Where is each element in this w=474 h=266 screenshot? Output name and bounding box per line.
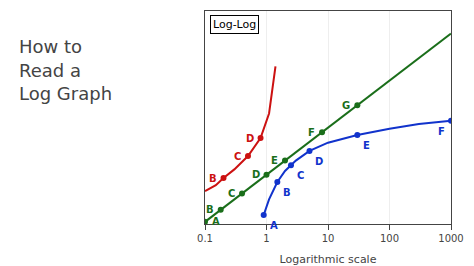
- svg-text:E: E: [271, 155, 278, 166]
- svg-text:C: C: [228, 188, 235, 199]
- svg-text:0.1: 0.1: [197, 233, 213, 244]
- svg-text:Logarithmic scale: Logarithmic scale: [280, 253, 377, 266]
- svg-text:G: G: [342, 100, 350, 111]
- svg-text:B: B: [209, 173, 217, 184]
- svg-text:10: 10: [322, 233, 335, 244]
- svg-text:C: C: [297, 170, 304, 181]
- svg-text:1000: 1000: [438, 233, 463, 244]
- svg-text:A: A: [212, 216, 220, 227]
- svg-text:1: 1: [263, 233, 269, 244]
- svg-text:Log-Log: Log-Log: [213, 18, 256, 31]
- svg-text:C: C: [234, 151, 241, 162]
- svg-text:100: 100: [380, 233, 399, 244]
- svg-text:D: D: [246, 133, 254, 144]
- svg-text:How toRead aLog Graph: How toRead aLog Graph: [19, 36, 112, 104]
- svg-text:B: B: [283, 187, 291, 198]
- svg-text:D: D: [252, 169, 260, 180]
- svg-text:D: D: [315, 156, 323, 167]
- svg-text:B: B: [206, 204, 214, 215]
- svg-text:A: A: [270, 220, 278, 231]
- svg-text:E: E: [363, 140, 370, 151]
- svg-text:F: F: [438, 126, 445, 137]
- svg-text:F: F: [308, 127, 315, 138]
